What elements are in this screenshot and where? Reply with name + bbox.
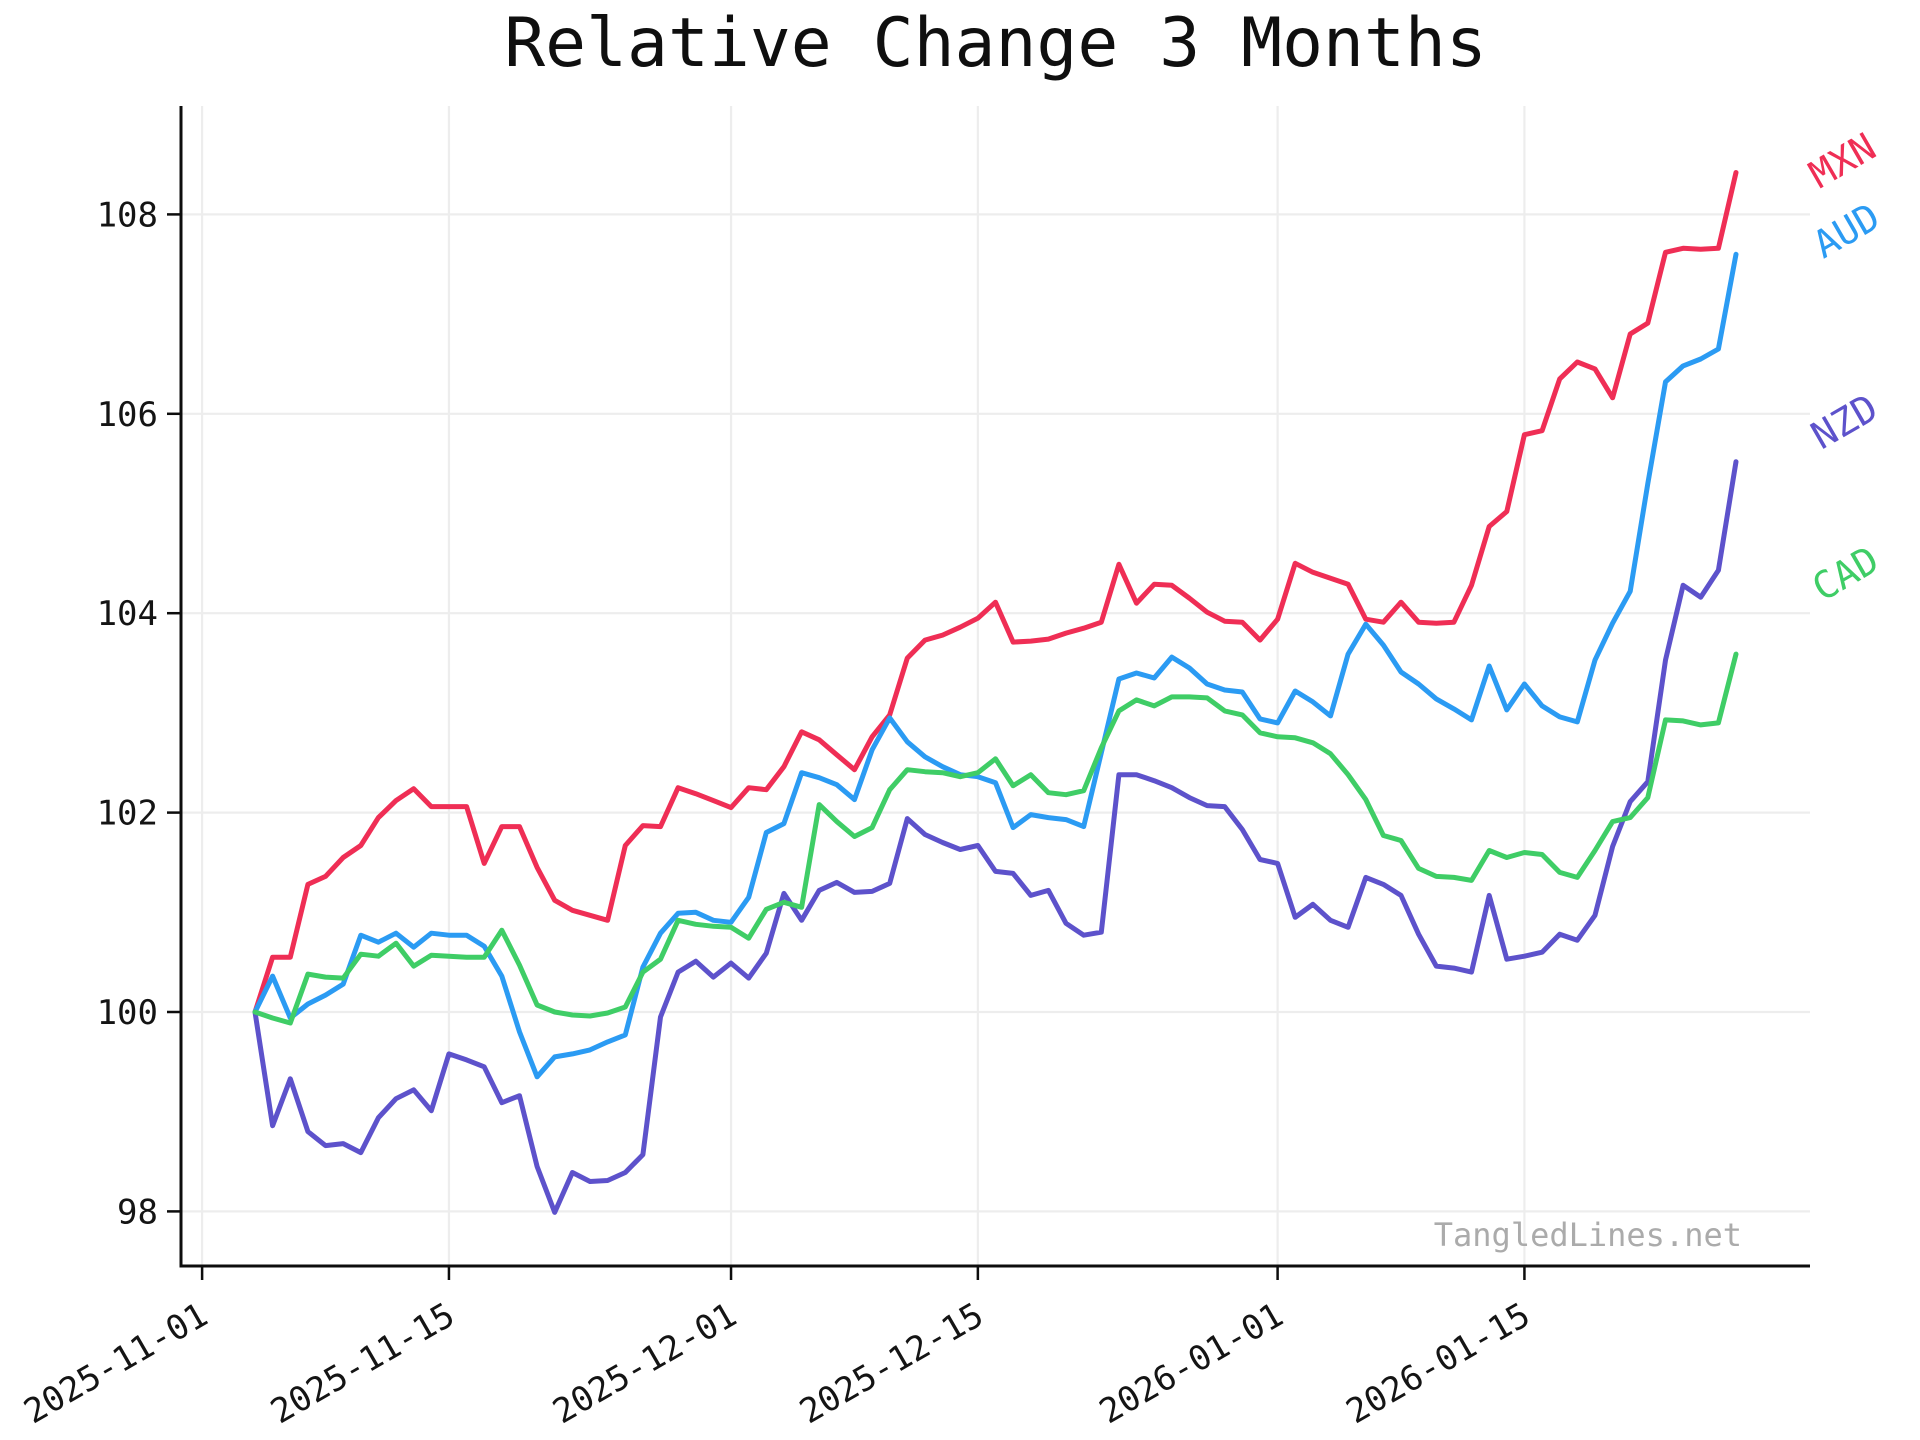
series-line-aud — [252, 251, 1739, 1080]
y-tick-label: 106 — [97, 395, 158, 435]
y-tick-label: 98 — [117, 1192, 158, 1232]
x-tick-label: 2026-01-15 — [1340, 1295, 1537, 1432]
watermark: TangledLines.net — [1433, 1216, 1742, 1254]
x-tick-label: 2025-12-01 — [546, 1295, 743, 1432]
chart-title: Relative Change 3 Months — [504, 4, 1487, 83]
x-tick-label: 2025-11-01 — [17, 1295, 214, 1432]
series-label-mxn: MXN — [1802, 125, 1883, 197]
x-tick-label: 2026-01-01 — [1093, 1295, 1290, 1432]
series-label-aud: AUD — [1806, 195, 1887, 267]
series-line-nzd — [252, 459, 1739, 1215]
series-label-cad: CAD — [1805, 538, 1886, 610]
y-tick-label: 108 — [97, 195, 158, 235]
x-tick-label: 2025-11-15 — [264, 1295, 461, 1432]
y-tick-label: 102 — [97, 794, 158, 834]
series-line-cad — [252, 651, 1739, 1026]
series-line-mxn — [252, 170, 1739, 1015]
series-label-nzd: NZD — [1804, 386, 1885, 458]
x-tick-label: 2025-12-15 — [793, 1295, 990, 1432]
y-tick-label: 100 — [97, 993, 158, 1033]
y-tick-label: 104 — [97, 594, 158, 634]
